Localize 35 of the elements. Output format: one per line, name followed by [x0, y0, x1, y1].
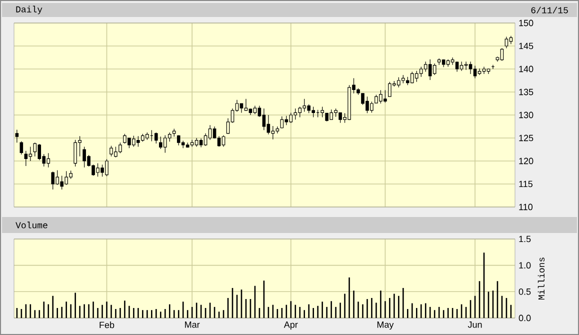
y-tick-label: 1.5	[519, 236, 531, 242]
candlestick	[500, 48, 504, 62]
y-tick-label: 120	[519, 158, 534, 164]
y-tick-label: 130	[519, 112, 534, 118]
candlestick	[262, 108, 266, 130]
x-tick-label: Apr	[284, 322, 298, 330]
y-tick-label: 140	[519, 66, 534, 72]
candlestick	[266, 114, 270, 135]
x-tick-label: Jun	[468, 322, 482, 328]
y-tick-label: 115	[519, 180, 532, 188]
y-tick-label: 125	[519, 134, 534, 142]
y-tick-label: 0.5	[518, 288, 531, 295]
candlestick	[482, 66, 486, 74]
candlestick	[455, 62, 459, 72]
y-tick-label: 1.0	[519, 262, 531, 269]
candlestick	[460, 61, 464, 72]
chart-title: Daily	[16, 6, 42, 14]
y-tick-label: 0.0	[518, 314, 531, 322]
y-tick-label: 150	[519, 20, 534, 26]
x-tick-label: Mar	[185, 322, 200, 328]
y-axis-title: Millions	[538, 258, 545, 300]
y-tick-label: 145	[519, 42, 534, 50]
candlestick	[486, 68, 490, 74]
y-tick-label: 135	[519, 88, 534, 96]
text: 6/11/15	[531, 6, 568, 14]
x-tick-label: May	[377, 322, 394, 330]
x-tick-label: Feb	[100, 322, 114, 328]
candlestick	[468, 61, 472, 74]
candlestick	[248, 108, 252, 116]
chart-title: Volume	[16, 222, 48, 228]
candlestick	[432, 63, 436, 76]
candlestick	[15, 129, 19, 143]
candlestick	[504, 36, 508, 49]
y-tick-label: 110	[519, 204, 533, 210]
candlestick	[473, 65, 477, 78]
